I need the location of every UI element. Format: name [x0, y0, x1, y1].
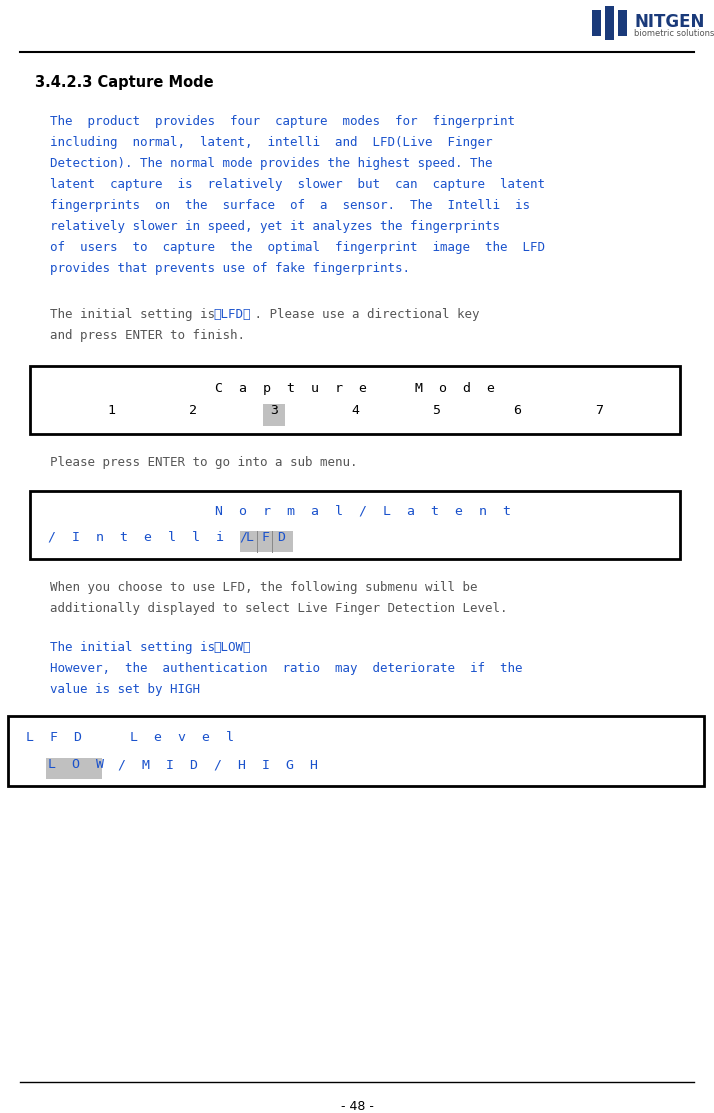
Text: value is set by HIGH: value is set by HIGH — [50, 683, 200, 696]
Bar — [46, 758, 102, 779]
Text: 5: 5 — [432, 404, 441, 417]
Bar — [263, 404, 285, 426]
Text: N  o  r  m  a  l  /  L  a  t  e  n  t: N o r m a l / L a t e n t — [199, 505, 511, 518]
Text: and press ENTER to finish.: and press ENTER to finish. — [50, 329, 245, 342]
Bar — [30, 491, 680, 559]
Text: Detection). The normal mode provides the highest speed. The: Detection). The normal mode provides the… — [50, 157, 493, 170]
Text: C  a  p  t  u  r  e      M  o  d  e: C a p t u r e M o d e — [215, 382, 495, 395]
Text: fingerprints  on  the  surface  of  a  sensor.  The  Intelli  is: fingerprints on the surface of a sensor.… — [50, 199, 530, 211]
Bar — [30, 366, 680, 434]
Text: /  I  n  t  e  l  l  i  /: / I n t e l l i / — [48, 531, 264, 544]
Text: relatively slower in speed, yet it analyzes the fingerprints: relatively slower in speed, yet it analy… — [50, 220, 500, 233]
Text: L  O  W: L O W — [48, 758, 104, 771]
Text: The  product  provides  four  capture  modes  for  fingerprint: The product provides four capture modes … — [50, 115, 515, 128]
Text: However,  the  authentication  ratio  may  deteriorate  if  the: However, the authentication ratio may de… — [50, 662, 523, 674]
Text: 『LFD』: 『LFD』 — [213, 308, 251, 321]
Text: /  M  I  D  /  H  I  G  H: / M I D / H I G H — [102, 758, 318, 771]
Text: F: F — [261, 531, 269, 544]
Text: biometric solutions: biometric solutions — [634, 30, 714, 39]
Text: L  F  D      L  e  v  e  l: L F D L e v e l — [26, 731, 234, 743]
Text: D: D — [277, 531, 286, 544]
Text: additionally displayed to select Live Finger Detection Level.: additionally displayed to select Live Fi… — [50, 602, 508, 615]
Text: 『LOW』: 『LOW』 — [213, 641, 251, 654]
Text: - 48 -: - 48 - — [341, 1100, 373, 1113]
Bar — [605, 6, 614, 40]
Text: 1: 1 — [107, 404, 115, 417]
Text: provides that prevents use of fake fingerprints.: provides that prevents use of fake finge… — [50, 262, 410, 275]
Text: Please press ENTER to go into a sub menu.: Please press ENTER to go into a sub menu… — [50, 456, 358, 469]
Text: The initial setting is: The initial setting is — [50, 308, 230, 321]
Text: When you choose to use LFD, the following submenu will be: When you choose to use LFD, the followin… — [50, 581, 478, 594]
Text: 6: 6 — [513, 404, 521, 417]
Text: . Please use a directional key: . Please use a directional key — [247, 308, 480, 321]
Text: NITGEN: NITGEN — [634, 13, 705, 31]
Text: 3: 3 — [270, 404, 278, 417]
Bar — [618, 10, 627, 36]
Text: of  users  to  capture  the  optimal  fingerprint  image  the  LFD: of users to capture the optimal fingerpr… — [50, 242, 545, 254]
Text: 4: 4 — [351, 404, 359, 417]
Text: 2: 2 — [188, 404, 196, 417]
Text: L: L — [246, 531, 253, 544]
Text: latent  capture  is  relatively  slower  but  can  capture  latent: latent capture is relatively slower but … — [50, 178, 545, 191]
Bar — [240, 531, 293, 552]
Bar — [8, 716, 704, 786]
Text: 3.4.2.3 Capture Mode: 3.4.2.3 Capture Mode — [35, 75, 213, 90]
Bar — [592, 10, 601, 36]
Text: including  normal,  latent,  intelli  and  LFD(Live  Finger: including normal, latent, intelli and LF… — [50, 136, 493, 149]
Text: The initial setting is: The initial setting is — [50, 641, 230, 654]
Text: 7: 7 — [595, 404, 603, 417]
